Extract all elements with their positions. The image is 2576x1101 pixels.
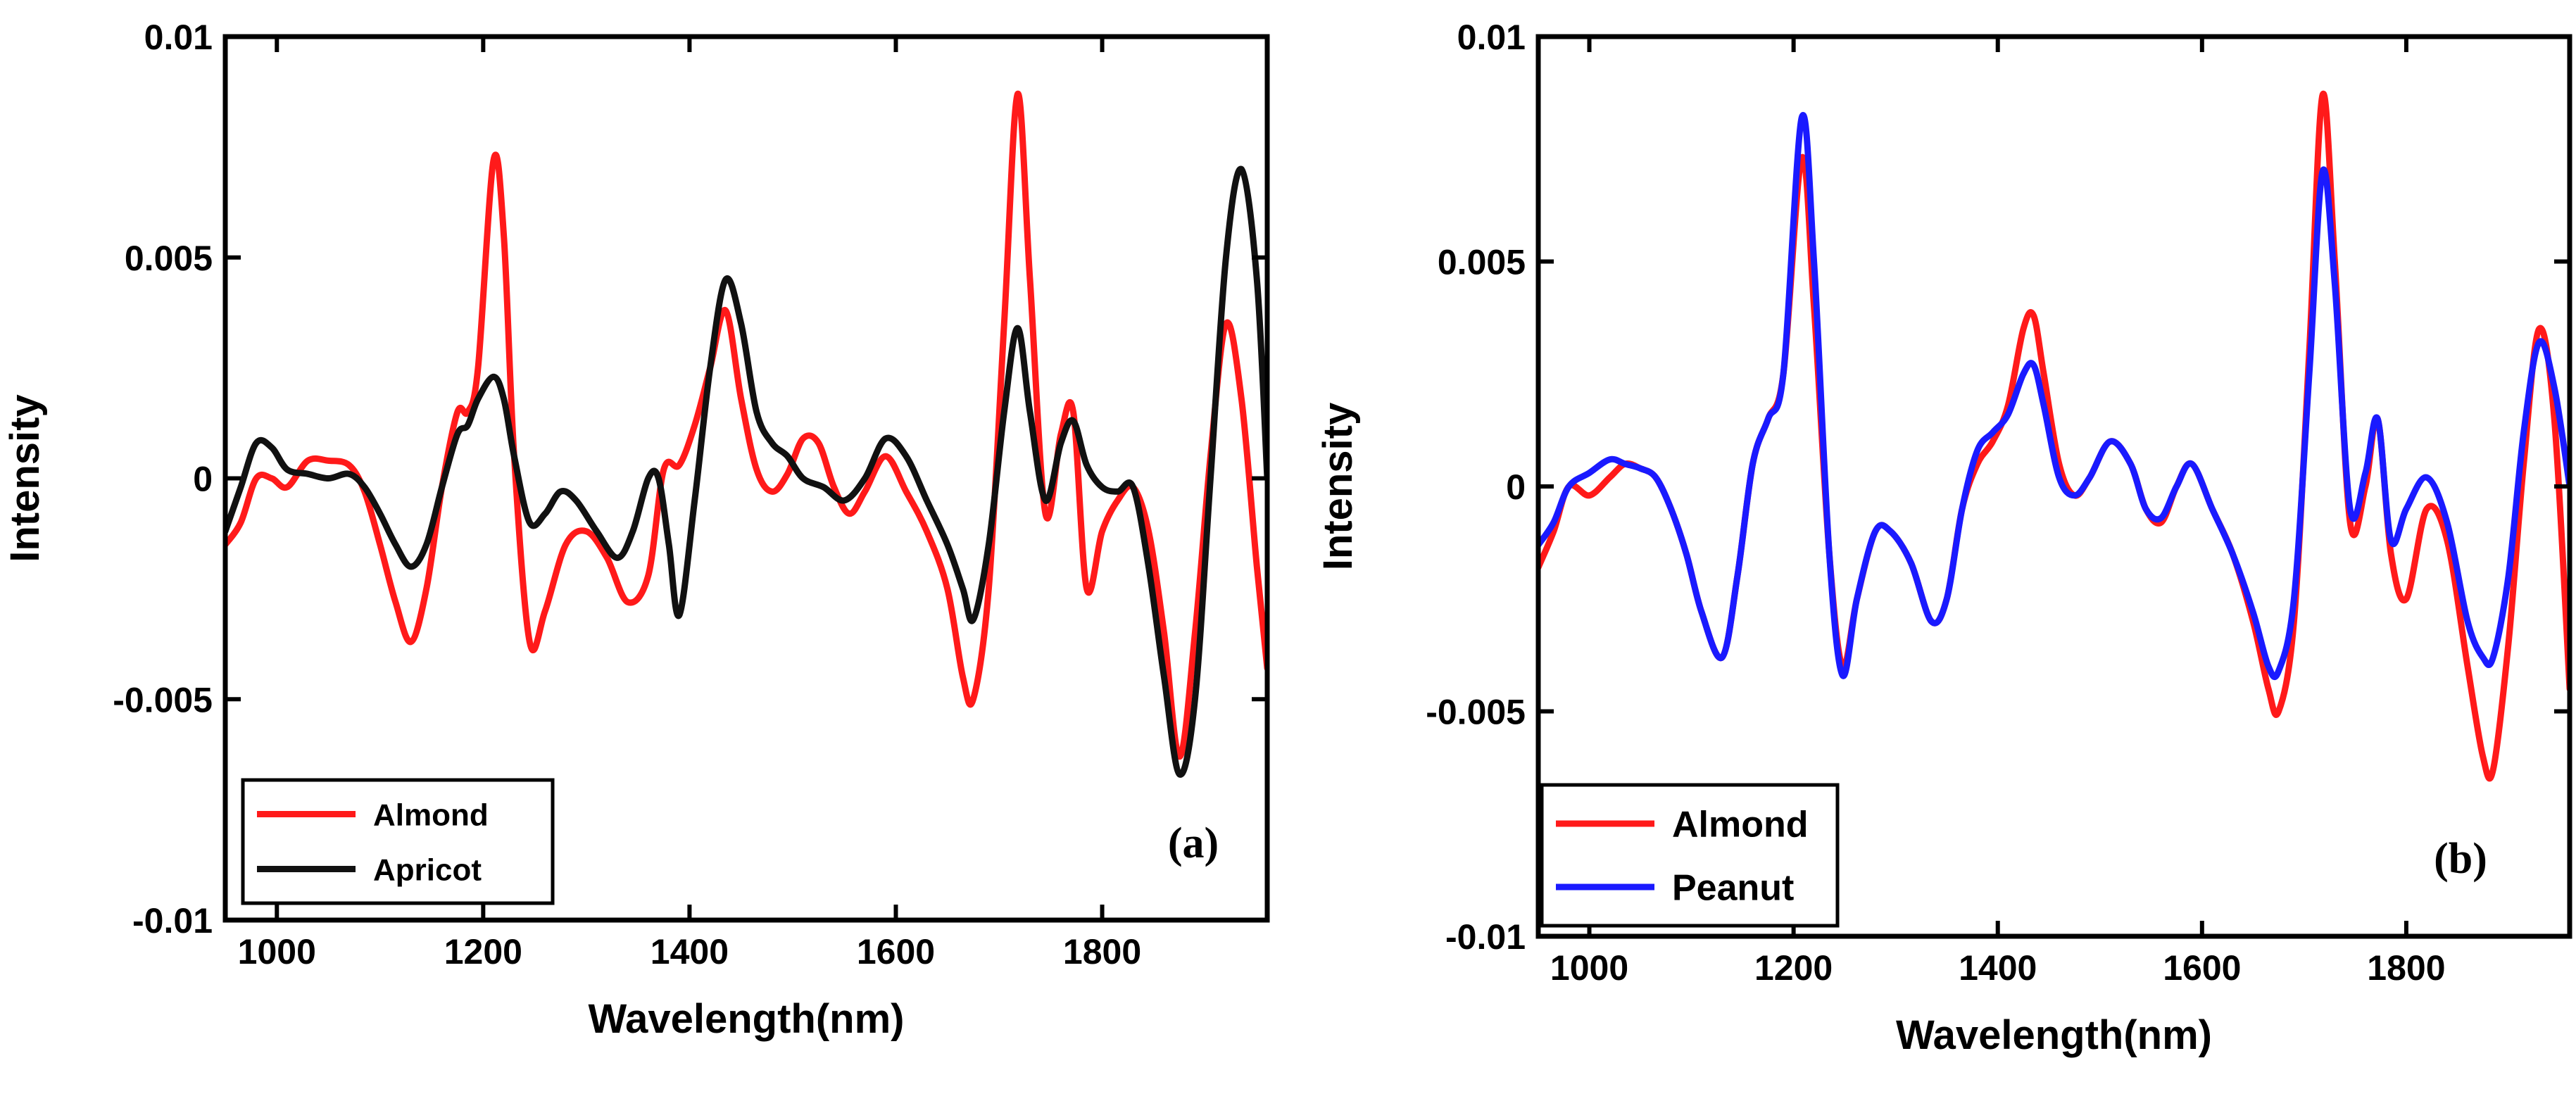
legend-box [1540,783,1840,928]
legend-label-almond: Almond [373,798,489,832]
x-axis-title: Wavelength(nm) [1896,1012,2212,1058]
y-axis-title: Intensity [2,394,48,562]
x-tick-label: 1200 [444,932,522,971]
y-tick-label: 0 [193,460,213,499]
panel-a: 1000 1200 1400 1600 1800 -0.01 -0.005 0 0.005 0.0… [2,18,1270,1042]
x-tick-label: 1400 [1959,948,2037,988]
x-tick-label: 1200 [1754,948,1833,988]
series-line-apricot [225,165,1267,778]
y-tick-label: -0.005 [1426,693,1526,732]
series-line-peanut [1538,112,2570,681]
y-tick-label: 0.005 [1438,243,1526,282]
x-tick-label: 1600 [857,932,935,971]
y-tick-label: 0.01 [144,18,213,57]
y-tick-label: 0.01 [1457,18,1526,57]
y-tick-label: 0 [1506,467,1526,507]
panel-b: 1000 1200 1400 1600 1800 -0.01 -0.005 0 0.005 0.0… [1315,18,2572,1058]
x-tick-label: 1600 [2163,948,2241,988]
series-line-almond [225,91,1267,760]
y-tick-label: -0.01 [1445,917,1526,957]
panel-label: (b) [2434,835,2487,883]
x-tick-label: 1400 [651,932,729,971]
panel-label: (a) [1168,819,1219,867]
y-tick-label: 0.005 [125,239,213,278]
x-tick-label: 1800 [2367,948,2445,988]
y-axis-title: Intensity [1315,403,1361,571]
series-line-almond [1538,90,2570,782]
y-tick-label: -0.005 [113,680,213,719]
legend-box [241,778,555,905]
legend-label-peanut: Peanut [1672,868,1794,909]
y-tick-label: -0.01 [132,901,213,940]
legend-label-almond: Almond [1672,805,1809,845]
x-tick-label: 1800 [1063,932,1141,971]
x-axis-title: Wavelength(nm) [589,996,905,1042]
x-tick-label: 1000 [1550,948,1628,988]
x-tick-label: 1000 [238,932,316,971]
legend-label-apricot: Apricot [373,853,482,887]
